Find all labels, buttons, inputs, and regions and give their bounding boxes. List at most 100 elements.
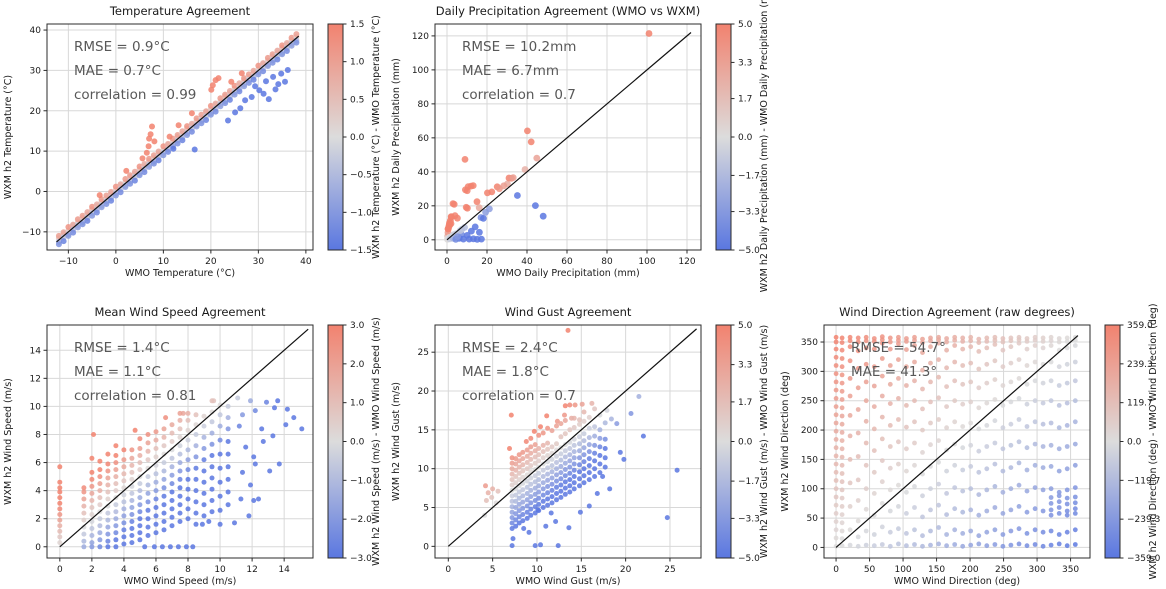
svg-text:0: 0: [423, 542, 429, 552]
svg-text:WMO Temperature (°C): WMO Temperature (°C): [125, 268, 235, 279]
svg-text:0: 0: [812, 543, 818, 553]
winddirection-chart-canvas: RMSE = 54.7° MAE = 41.3° 0 50 100 150 200 250 30…: [780, 303, 1161, 587]
svg-text:12: 12: [30, 374, 41, 384]
chart-cell-windgust: RMSE = 2.4°C MAE = 1.8°C correlation = 0.7…: [388, 295, 777, 589]
svg-text:Wind Direction Agreement (raw: Wind Direction Agreement (raw degrees): [839, 305, 1075, 319]
svg-text:−10: −10: [59, 257, 78, 267]
svg-text:8: 8: [185, 565, 191, 575]
svg-text:1.0: 1.0: [350, 58, 365, 68]
svg-text:1.0: 1.0: [350, 399, 365, 409]
svg-text:14: 14: [278, 565, 290, 575]
svg-text:0: 0: [444, 257, 450, 267]
svg-text:correlation = 0.81: correlation = 0.81: [74, 388, 196, 404]
svg-text:WXM h2 Wind Gust (m/s) - WMO W: WXM h2 Wind Gust (m/s) - WMO Wind Gust (…: [759, 325, 770, 558]
svg-text:2: 2: [35, 515, 41, 525]
svg-text:120: 120: [412, 32, 429, 42]
svg-text:200: 200: [961, 565, 978, 575]
chart-cell-temperature: RMSE = 0.9°C MAE = 0.7°C correlation = 0.9…: [0, 0, 388, 295]
svg-text:−3.3: −3.3: [738, 514, 760, 524]
temperature-chart-canvas: RMSE = 0.9°C MAE = 0.7°C correlation = 0.9…: [3, 4, 382, 279]
chart-cell-winddirection: RMSE = 54.7° MAE = 41.3° 0 50 100 150 200 250 30…: [777, 295, 1166, 589]
svg-text:−119.7: −119.7: [1127, 476, 1160, 486]
svg-text:30: 30: [253, 257, 265, 267]
svg-text:15: 15: [418, 426, 429, 436]
svg-text:20: 20: [481, 257, 493, 267]
svg-text:5: 5: [423, 504, 429, 514]
svg-text:−1.5: −1.5: [350, 246, 372, 256]
svg-text:MAE = 41.3°: MAE = 41.3°: [851, 364, 937, 380]
svg-text:2: 2: [89, 565, 95, 575]
svg-text:20: 20: [620, 565, 632, 575]
svg-text:10: 10: [30, 147, 42, 157]
svg-text:0.0: 0.0: [738, 133, 753, 143]
svg-text:−359.0: −359.0: [1127, 554, 1161, 564]
svg-text:−2.0: −2.0: [350, 515, 372, 525]
svg-text:40: 40: [30, 26, 42, 36]
chart-cell-windspeed: RMSE = 1.4°C MAE = 1.1°C correlation = 0.8…: [0, 295, 388, 589]
svg-text:correlation = 0.7: correlation = 0.7: [462, 388, 576, 404]
svg-text:−1.7: −1.7: [738, 171, 760, 181]
svg-text:MAE = 1.1°C: MAE = 1.1°C: [74, 364, 161, 380]
svg-text:RMSE = 1.4°C: RMSE = 1.4°C: [74, 340, 170, 356]
svg-text:12: 12: [246, 565, 257, 575]
svg-text:40: 40: [300, 257, 312, 267]
svg-text:1.7: 1.7: [738, 95, 752, 105]
svg-text:100: 100: [801, 485, 818, 495]
svg-text:20: 20: [418, 202, 430, 212]
svg-text:80: 80: [418, 100, 430, 110]
svg-text:50: 50: [864, 565, 876, 575]
svg-text:250: 250: [801, 397, 818, 407]
svg-text:Daily Precipitation Agreement: Daily Precipitation Agreement (WMO vs WX…: [436, 4, 700, 18]
svg-text:MAE = 6.7mm: MAE = 6.7mm: [462, 63, 559, 79]
svg-text:6: 6: [153, 565, 159, 575]
svg-text:−1.0: −1.0: [350, 476, 372, 486]
svg-text:WMO Wind Speed (m/s): WMO Wind Speed (m/s): [124, 576, 237, 587]
svg-text:15: 15: [576, 565, 587, 575]
svg-text:120: 120: [678, 257, 695, 267]
svg-text:60: 60: [561, 257, 573, 267]
svg-text:WXM h2 Wind Speed (m/s): WXM h2 Wind Speed (m/s): [3, 378, 14, 505]
svg-text:0: 0: [833, 565, 839, 575]
svg-text:0: 0: [113, 257, 119, 267]
svg-text:6: 6: [35, 459, 41, 469]
svg-text:359.0: 359.0: [1127, 321, 1153, 331]
svg-text:100: 100: [894, 565, 911, 575]
svg-text:WXM h2 Temperature (°C): WXM h2 Temperature (°C): [3, 75, 14, 199]
svg-text:3.3: 3.3: [738, 361, 752, 371]
svg-text:4: 4: [121, 565, 127, 575]
svg-text:10: 10: [30, 402, 42, 412]
windspeed-chart-canvas: RMSE = 1.4°C MAE = 1.1°C correlation = 0.8…: [3, 305, 382, 587]
svg-text:30: 30: [30, 66, 42, 76]
svg-text:0.0: 0.0: [1127, 438, 1142, 448]
svg-text:1.7: 1.7: [738, 398, 752, 408]
svg-text:WMO Wind Direction (deg): WMO Wind Direction (deg): [894, 576, 1020, 587]
empty-panel: [777, 0, 1166, 295]
svg-text:WMO Wind Gust (m/s): WMO Wind Gust (m/s): [516, 576, 621, 587]
svg-text:80: 80: [601, 257, 613, 267]
svg-text:0: 0: [35, 543, 41, 553]
svg-text:300: 300: [801, 367, 818, 377]
svg-text:0.0: 0.0: [350, 438, 365, 448]
svg-text:WXM h2 Wind Speed (m/s) - WMO: WXM h2 Wind Speed (m/s) - WMO Wind Speed…: [371, 317, 382, 566]
svg-text:WXM h2 Daily Precipitation (mm: WXM h2 Daily Precipitation (mm): [391, 58, 402, 216]
svg-text:WXM h2 Daily Precipitation (mm: WXM h2 Daily Precipitation (mm) - WMO Da…: [759, 0, 770, 292]
svg-text:10: 10: [531, 565, 543, 575]
svg-text:100: 100: [638, 257, 655, 267]
svg-text:25: 25: [664, 565, 675, 575]
svg-text:2.0: 2.0: [350, 360, 365, 370]
svg-text:−239.3: −239.3: [1127, 515, 1160, 525]
svg-text:WXM h2 Wind Gust (m/s): WXM h2 Wind Gust (m/s): [391, 382, 402, 501]
svg-text:8: 8: [35, 430, 41, 440]
svg-text:239.3: 239.3: [1127, 360, 1153, 370]
svg-text:25: 25: [418, 348, 429, 358]
svg-text:200: 200: [801, 426, 818, 436]
svg-text:−0.5: −0.5: [350, 171, 372, 181]
svg-text:350: 350: [801, 338, 818, 348]
windgust-chart-canvas: RMSE = 2.4°C MAE = 1.8°C correlation = 0.7…: [391, 305, 770, 587]
svg-text:0: 0: [35, 187, 41, 197]
svg-text:0: 0: [57, 565, 63, 575]
svg-text:350: 350: [1062, 565, 1079, 575]
svg-text:−1.0: −1.0: [350, 208, 372, 218]
svg-text:−1.7: −1.7: [738, 477, 760, 487]
svg-text:119.7: 119.7: [1127, 399, 1153, 409]
